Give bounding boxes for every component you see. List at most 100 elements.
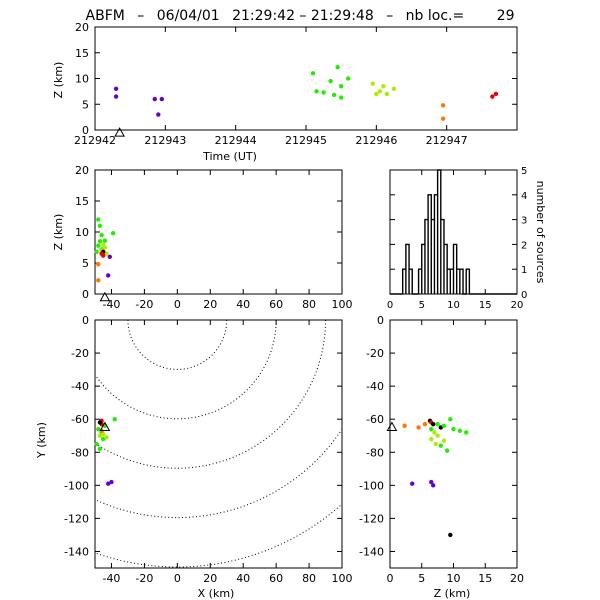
x-tick-label: 15: [479, 300, 492, 311]
source-point: [422, 421, 428, 427]
x-tick-label: 10: [447, 572, 461, 585]
y-tick-label: 1: [521, 265, 527, 276]
source-point: [377, 89, 383, 94]
source-point: [435, 421, 440, 427]
plan_view-frame: [94, 319, 343, 569]
source-point: [156, 112, 161, 117]
plan-x-axis-label: X (km): [198, 587, 235, 600]
histogram-bar: [422, 244, 425, 294]
source-point: [444, 448, 450, 453]
source-point: [441, 438, 447, 443]
x-tick-label: 212943: [144, 134, 186, 147]
source-point: [331, 92, 337, 98]
source-point: [105, 481, 111, 486]
x-tick-label: 212945: [285, 134, 327, 147]
x-tick-label: 5: [418, 572, 425, 585]
histogram-bar: [447, 269, 450, 294]
x-tick-label: -20: [135, 298, 153, 311]
x-tick-label: -40: [102, 298, 120, 311]
source-point: [113, 86, 119, 92]
source-point: [97, 239, 103, 244]
x-tick-label: 0: [174, 572, 181, 585]
y-tick-label: 5: [82, 257, 89, 270]
histogram-bar: [457, 269, 460, 294]
x-tick-label: 40: [236, 298, 250, 311]
source-point: [104, 251, 109, 256]
range-ring: [95, 320, 277, 420]
height_y-frame: [389, 319, 518, 569]
y-tick-label: 4: [521, 191, 527, 202]
source-point: [104, 435, 109, 440]
histogram-bar: [428, 195, 431, 294]
source-point: [433, 441, 438, 447]
source-point: [94, 249, 99, 255]
histogram-bar: [431, 220, 434, 294]
title-count-label: nb loc.=: [406, 8, 465, 24]
source-point: [97, 446, 103, 452]
title-time-range: 21:29:42 – 21:29:48: [232, 8, 374, 24]
histogram-bar: [444, 244, 447, 294]
source-point: [94, 441, 99, 447]
source-point: [105, 273, 111, 278]
y-tick-label: 15: [75, 195, 89, 208]
y-tick-label: 0: [521, 290, 527, 301]
source-point: [109, 479, 114, 485]
source-point: [101, 431, 106, 437]
source-point: [384, 91, 390, 97]
source-point: [429, 426, 434, 432]
x-tick-label: 212944: [215, 134, 257, 147]
y-tick-label: 0: [82, 124, 89, 137]
histogram-bar: [438, 170, 441, 294]
source-point: [102, 245, 108, 250]
y-tick-label: 20: [75, 21, 89, 34]
source-point: [97, 433, 103, 438]
source-point: [328, 78, 333, 84]
y-tick-label: 0: [377, 314, 384, 327]
y-tick-label: -140: [359, 545, 384, 558]
x-tick-label: 0: [387, 572, 394, 585]
y-tick-label: -100: [64, 479, 89, 492]
y-tick-label: -100: [359, 479, 384, 492]
y-tick-label: -120: [64, 512, 89, 525]
source-point: [430, 483, 436, 488]
source-point: [97, 223, 103, 228]
source-point: [464, 430, 469, 435]
height-y-x-axis-label: Z (km): [434, 587, 471, 600]
source-point: [429, 479, 434, 485]
source-point: [381, 84, 386, 89]
histogram-bar: [419, 269, 422, 294]
y-tick-label: -60: [71, 413, 89, 426]
source-point: [493, 91, 499, 97]
x-tick-label: 10: [447, 300, 460, 311]
x-tick-label: 60: [269, 298, 283, 311]
station-marker: [386, 421, 398, 431]
time-panel-z-axis-label: Z (km): [52, 62, 65, 99]
x-tick-label: 80: [302, 572, 316, 585]
y-tick-label: 3: [521, 216, 527, 227]
x-tick-label: 15: [478, 572, 492, 585]
x-tick-label: 0: [387, 300, 393, 311]
plan-view-panel: -40 -20 0 20 40 60 80 100 -140 -120 -100 -80 -60 -40 -…: [64, 314, 352, 585]
source-point: [410, 481, 415, 486]
title-date: 06/04/01: [157, 8, 220, 24]
y-tick-label: 0: [82, 314, 89, 327]
x-tick-label: 20: [511, 300, 524, 311]
source-point: [346, 76, 351, 81]
source-point: [440, 103, 446, 108]
source-point: [113, 94, 119, 99]
histogram-bar: [450, 269, 453, 294]
y-tick-label: 5: [82, 98, 89, 111]
source-point: [430, 421, 436, 427]
plan-y-axis-label: Y (km): [35, 422, 48, 459]
x-tick-label: 20: [203, 298, 217, 311]
y-tick-label: 10: [75, 226, 89, 239]
source-point: [490, 94, 495, 99]
histogram-bar: [425, 220, 428, 294]
y-tick-label: -40: [366, 380, 384, 393]
x-tick-label: 212946: [355, 134, 397, 147]
histogram-bar: [403, 269, 406, 294]
histogram-outline: [390, 169, 517, 295]
x-tick-label: 5: [419, 300, 425, 311]
